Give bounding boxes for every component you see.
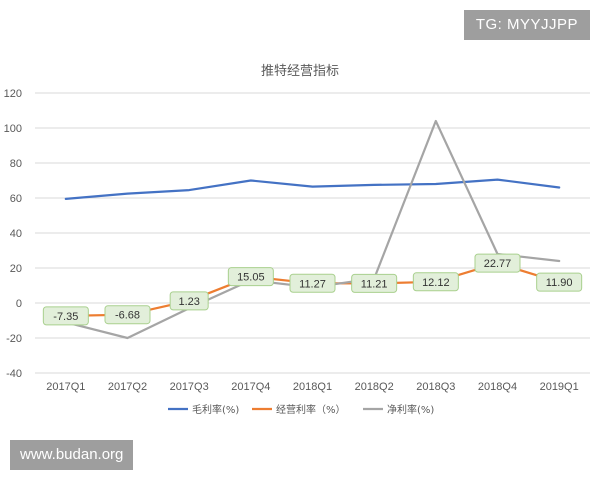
chart-title: 推特经营指标	[261, 64, 339, 79]
data-label-box	[42, 306, 89, 326]
data-label: 15.05	[237, 272, 265, 284]
data-label-box	[169, 291, 209, 311]
x-tick-label: 2017Q2	[108, 381, 147, 393]
x-tick-label: 2018Q4	[478, 381, 517, 393]
data-label-box	[104, 305, 151, 325]
y-tick-label: 60	[10, 193, 22, 205]
data-label: 11.27	[299, 278, 326, 290]
watermark-bottom-left: www.budan.org	[10, 440, 134, 470]
y-tick-label: -20	[6, 333, 22, 345]
data-label-box	[351, 273, 398, 293]
y-tick-label: 100	[4, 123, 22, 135]
data-label: -7.35	[53, 311, 78, 323]
x-tick-label: 2019Q1	[540, 381, 579, 393]
legend-label: 毛利率(%)	[192, 403, 239, 416]
data-label: 22.77	[484, 258, 512, 270]
watermark-top-right: TG: MYYJJPP	[463, 10, 590, 40]
legend-label: 净利率(%)	[387, 403, 434, 416]
x-tick-label: 2017Q3	[170, 381, 209, 393]
y-tick-label: 120	[4, 88, 22, 100]
gross-margin-line	[64, 178, 561, 200]
data-label: 11.90	[546, 277, 573, 289]
data-label-box	[536, 272, 583, 292]
x-tick-label: 2017Q4	[231, 381, 270, 393]
data-label: 12.12	[422, 277, 450, 289]
x-tick-label: 2017Q1	[46, 381, 85, 393]
x-tick-label: 2018Q2	[355, 381, 394, 393]
y-tick-label: -40	[6, 368, 22, 380]
data-label: -6.68	[115, 310, 140, 322]
y-tick-label: 80	[10, 158, 22, 170]
legend-label: 经营利率（%）	[276, 403, 346, 416]
y-tick-label: 0	[16, 298, 22, 310]
x-tick-label: 2018Q1	[293, 381, 332, 393]
data-label-box	[227, 267, 274, 287]
data-label-box	[412, 272, 459, 292]
data-label-box	[289, 273, 336, 293]
y-tick-label: 40	[10, 228, 22, 240]
data-label-box	[474, 253, 521, 273]
x-tick-label: 2018Q3	[416, 381, 455, 393]
y-tick-label: 20	[10, 263, 22, 275]
data-label: 11.21	[361, 278, 388, 290]
data-label: 1.23	[178, 296, 199, 308]
